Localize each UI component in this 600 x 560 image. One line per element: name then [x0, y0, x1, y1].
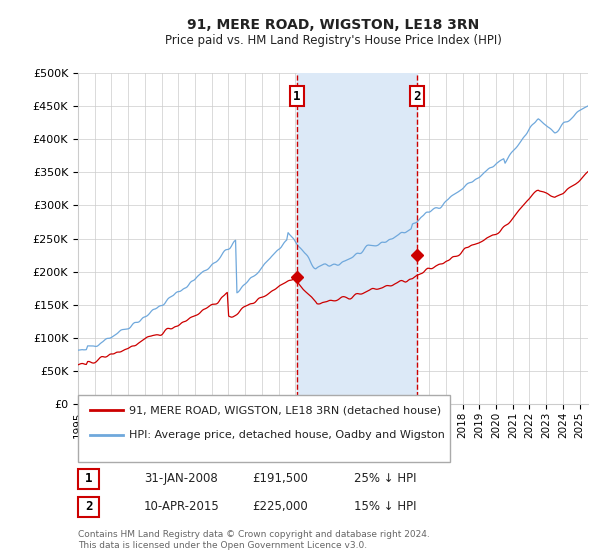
Text: 10-APR-2015: 10-APR-2015 [144, 500, 220, 514]
Text: Contains HM Land Registry data © Crown copyright and database right 2024.: Contains HM Land Registry data © Crown c… [78, 530, 430, 539]
Text: 2: 2 [413, 90, 421, 102]
Text: 1: 1 [293, 90, 301, 102]
Text: 91, MERE ROAD, WIGSTON, LE18 3RN (detached house): 91, MERE ROAD, WIGSTON, LE18 3RN (detach… [129, 405, 441, 416]
Text: 15% ↓ HPI: 15% ↓ HPI [354, 500, 416, 514]
Text: HPI: Average price, detached house, Oadby and Wigston: HPI: Average price, detached house, Oadb… [129, 430, 445, 440]
Text: This data is licensed under the Open Government Licence v3.0.: This data is licensed under the Open Gov… [78, 541, 367, 550]
Text: 91, MERE ROAD, WIGSTON, LE18 3RN: 91, MERE ROAD, WIGSTON, LE18 3RN [187, 18, 479, 32]
Text: 31-JAN-2008: 31-JAN-2008 [144, 472, 218, 486]
Text: £225,000: £225,000 [252, 500, 308, 514]
Text: 25% ↓ HPI: 25% ↓ HPI [354, 472, 416, 486]
Text: 1: 1 [85, 472, 92, 486]
Text: 2: 2 [85, 500, 92, 514]
Text: £191,500: £191,500 [252, 472, 308, 486]
Text: Price paid vs. HM Land Registry's House Price Index (HPI): Price paid vs. HM Land Registry's House … [164, 34, 502, 48]
Bar [297, 73, 417, 404]
